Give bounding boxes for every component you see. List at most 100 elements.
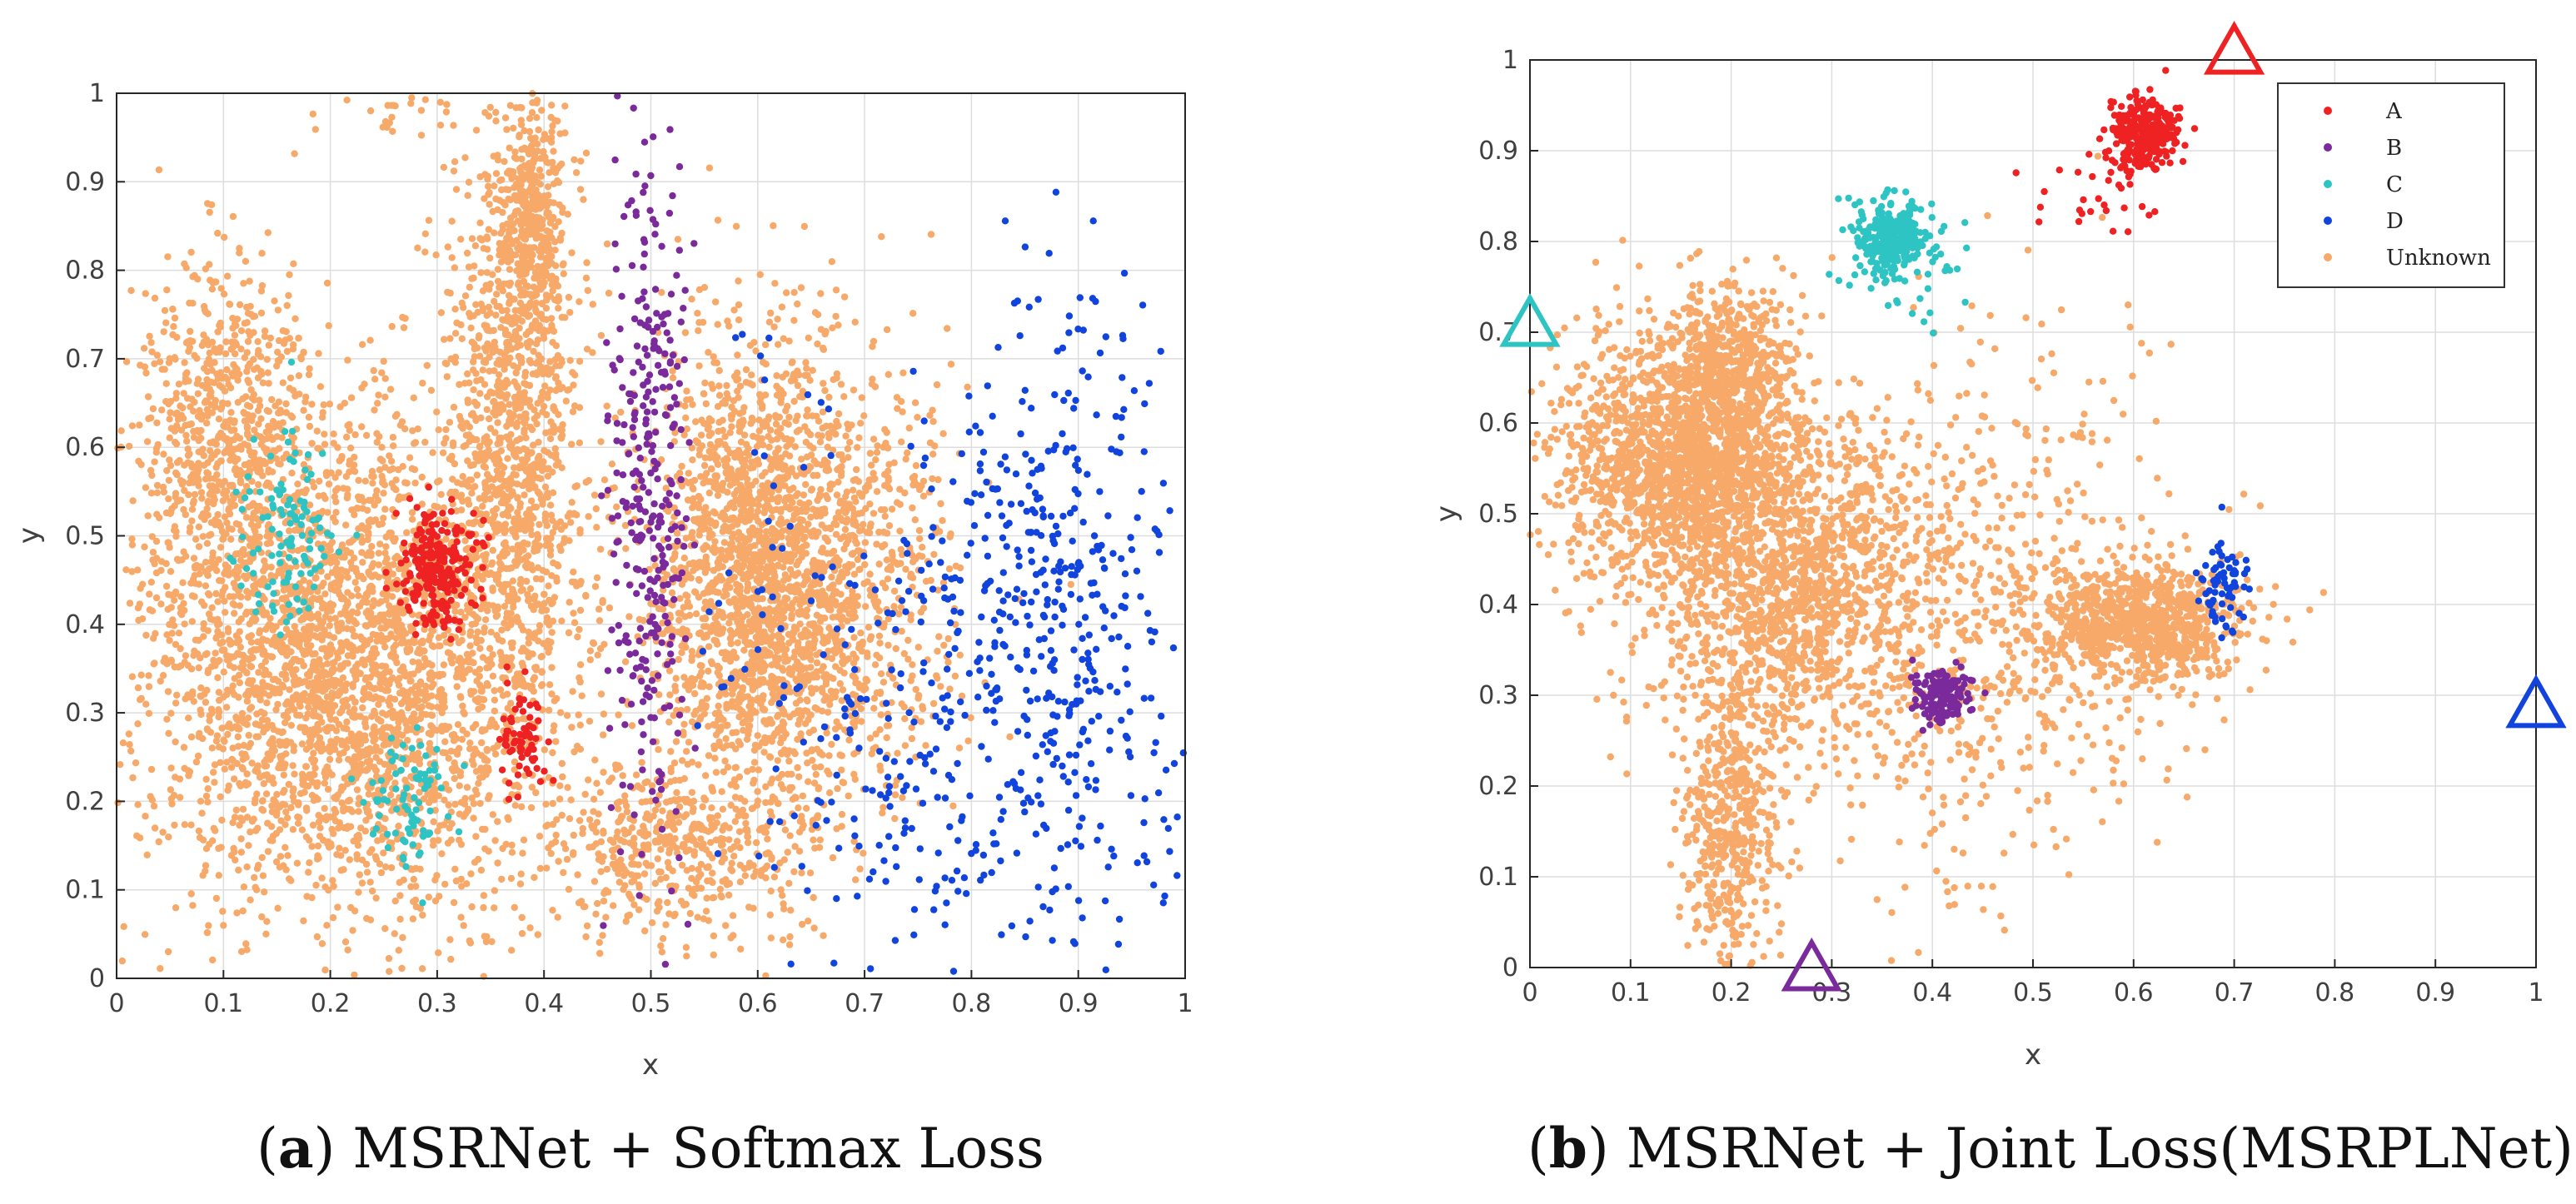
scatter-point	[521, 410, 529, 418]
scatter-point	[496, 177, 504, 184]
scatter-point	[225, 446, 232, 455]
scatter-point	[311, 575, 319, 582]
scatter-point	[398, 418, 406, 425]
scatter-point	[458, 735, 466, 744]
scatter-point	[509, 411, 516, 419]
scatter-point	[197, 798, 205, 805]
scatter-point	[232, 341, 240, 349]
scatter-point	[250, 646, 258, 654]
scatter-point	[243, 946, 251, 953]
scatter-point	[459, 702, 466, 710]
scatter-point	[381, 375, 389, 382]
scatter-point	[237, 848, 245, 856]
scatter-point	[355, 476, 362, 485]
scatter-point	[323, 660, 331, 668]
scatter-point	[411, 440, 418, 447]
scatter-point	[377, 624, 385, 632]
scatter-point	[208, 744, 216, 752]
scatter-point	[412, 716, 420, 724]
scatter-point	[435, 426, 442, 434]
scatter-point	[212, 346, 220, 354]
scatter-point	[471, 786, 480, 794]
scatter-point	[425, 216, 433, 224]
scatter-point	[244, 338, 252, 346]
scatter-point	[257, 367, 265, 376]
scatter-point	[368, 887, 376, 895]
scatter-point	[331, 805, 338, 813]
scatter-point	[158, 406, 166, 414]
scatter-point	[374, 837, 381, 844]
scatter-point	[373, 438, 381, 446]
scatter-point	[325, 886, 332, 894]
scatter-point	[164, 253, 172, 261]
scatter-point	[204, 511, 212, 519]
scatter-point	[214, 674, 222, 682]
scatter-point	[494, 859, 501, 867]
scatter-point	[234, 376, 242, 384]
scatter-point	[576, 186, 585, 193]
scatter-point	[326, 748, 334, 755]
scatter-point	[605, 289, 613, 297]
scatter-point	[237, 442, 244, 450]
scatter-point	[262, 507, 270, 515]
scatter-point	[280, 683, 287, 691]
scatter-point	[268, 396, 276, 404]
scatter-point	[117, 427, 125, 435]
scatter-point	[207, 447, 214, 455]
scatter-point	[569, 369, 576, 376]
scatter-point	[194, 475, 202, 482]
scatter-point	[344, 946, 351, 954]
scatter-point	[243, 319, 251, 326]
scatter-point	[461, 710, 468, 718]
scatter-point	[522, 510, 531, 518]
scatter-point	[196, 406, 203, 415]
scatter-point	[279, 728, 286, 736]
scatter-point	[217, 457, 225, 465]
scatter-point	[331, 665, 338, 673]
scatter-point	[517, 587, 525, 595]
scatter-point	[206, 386, 213, 393]
scatter-point	[576, 745, 585, 753]
scatter-point	[386, 386, 395, 393]
scatter-point	[507, 874, 516, 883]
scatter-point	[211, 475, 218, 482]
scatter-point	[456, 744, 463, 752]
scatter-point	[426, 671, 434, 679]
scatter-point	[224, 686, 232, 694]
scatter-point	[132, 759, 140, 767]
scatter-point	[497, 462, 506, 470]
scatter-point	[336, 680, 345, 688]
scatter-point	[600, 769, 607, 776]
scatter-point	[351, 579, 359, 586]
scatter-point	[531, 674, 538, 681]
scatter-point	[145, 709, 153, 717]
scatter-point	[541, 746, 548, 754]
scatter-point	[545, 706, 553, 714]
scatter-point	[255, 669, 262, 676]
scatter-point	[363, 765, 371, 774]
scatter-point	[485, 303, 493, 311]
scatter-point	[187, 524, 194, 531]
scatter-point	[305, 371, 313, 379]
scatter-point	[366, 878, 374, 886]
scatter-point	[483, 933, 491, 941]
scatter-point	[421, 591, 429, 599]
scatter-point	[204, 669, 212, 677]
scatter-point	[155, 838, 162, 846]
scatter-point	[243, 368, 251, 376]
scatter-point	[231, 813, 239, 821]
scatter-point	[142, 631, 150, 639]
scatter-point	[237, 948, 246, 956]
scatter-point	[585, 718, 594, 725]
scatter-point	[494, 454, 502, 461]
scatter-point	[349, 626, 356, 634]
scatter-point	[217, 793, 224, 801]
scatter-point	[476, 390, 484, 397]
scatter-point	[370, 620, 377, 629]
scatter-point	[482, 344, 490, 351]
scatter-point	[437, 687, 445, 695]
scatter-point	[450, 167, 458, 175]
scatter-point	[205, 922, 212, 929]
scatter-point	[361, 642, 368, 649]
scatter-point	[485, 475, 493, 483]
